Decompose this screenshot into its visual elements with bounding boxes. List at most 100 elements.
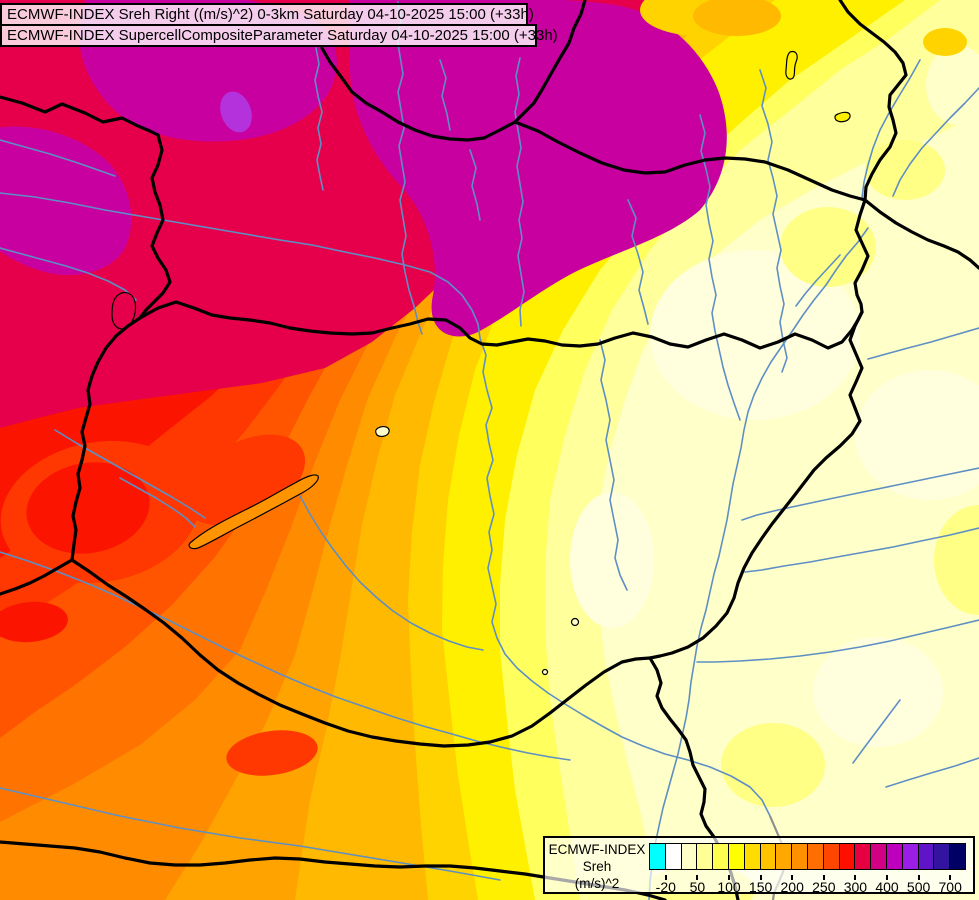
legend-tick [886, 875, 888, 880]
spot-gold-corner [923, 28, 967, 56]
border-ukraine-north [838, 0, 908, 202]
border-czech-austria [0, 95, 160, 137]
legend-swatch [901, 843, 919, 870]
blob-magenta [349, 0, 727, 337]
lake-tiny-2 [541, 668, 549, 676]
legend-tick [949, 875, 952, 880]
legend-tick-label: 300 [843, 879, 868, 895]
river-ipoly [627, 199, 649, 325]
legend-tick-label: 200 [780, 879, 804, 895]
blob-red-small [0, 601, 68, 643]
map-title-line2-text: ECMWF-INDEX SupercellCompositeParameter … [7, 27, 558, 44]
river-danube-upper [0, 192, 481, 339]
map-title-line1: ECMWF-INDEX Sreh Right ((m/s)^2) 0-3km S… [0, 3, 534, 26]
river-ne-trib-1 [861, 59, 921, 199]
map-title-line1-text: ECMWF-INDEX Sreh Right ((m/s)^2) 0-3km S… [7, 6, 534, 23]
legend-tick [791, 875, 794, 880]
river-se-1 [852, 699, 901, 764]
river-drava [0, 551, 571, 761]
lake-balaton [188, 474, 319, 550]
legend-tick-label: 50 [689, 879, 706, 895]
legend-tick-label: 150 [748, 879, 773, 895]
river-vah [396, 1, 423, 335]
patch-cream-corner [926, 45, 979, 125]
river-morava [314, 47, 324, 191]
legend-tick [759, 875, 762, 880]
river-tisza [648, 227, 869, 900]
legend-swatch [917, 843, 935, 870]
river-sio [299, 495, 484, 651]
lakes [111, 50, 851, 676]
patch-whiter [650, 250, 860, 420]
border-slovakia-ukraine [513, 120, 867, 202]
legend-tick-label: 500 [906, 879, 931, 895]
border-austria-slovakia [138, 133, 172, 320]
legend-tick-label: -20 [655, 879, 676, 895]
lake-velence [375, 426, 390, 438]
legend-product: ECMWF-INDEX [548, 842, 646, 857]
legend-swatch [822, 843, 840, 870]
legend-tick [696, 875, 699, 880]
legend-tick [917, 875, 920, 880]
patch-whiter [570, 492, 654, 628]
legend-swatch [807, 843, 824, 870]
legend-swatch [759, 843, 777, 870]
river-austria-1 [0, 139, 116, 177]
patch-mottle [934, 505, 979, 615]
patch-mottle [780, 207, 876, 287]
river-zala [119, 477, 196, 528]
lake-ne-2 [834, 111, 851, 123]
legend-parameter: Sreh [582, 859, 612, 875]
blob-orange-red-patch [226, 730, 318, 776]
border-hungary-north [138, 300, 864, 350]
legend-swatch [870, 843, 887, 870]
patch-whiter [813, 637, 943, 747]
legend-swatch [775, 843, 793, 870]
river-zagyva [599, 339, 628, 591]
border-slovakia-poland [513, 0, 587, 124]
border-slovenia-croatia [0, 558, 74, 596]
river-koros-1 [741, 467, 979, 521]
legend-swatch [649, 843, 666, 870]
legend-tick-label: 700 [938, 879, 962, 895]
border-czech-slovakia [320, 46, 517, 142]
legend-title: ECMWF-INDEX Sreh (m/s)^2 [547, 841, 647, 892]
legend-swatch [743, 843, 761, 870]
border-romania-ukraine [863, 198, 979, 270]
legend-swatch [680, 843, 698, 870]
legend-tick-label: 400 [875, 879, 899, 895]
lake-ne-1 [785, 50, 798, 80]
legend-swatch [838, 843, 856, 870]
legend-swatch [949, 843, 966, 870]
border-austria-hungary [70, 316, 142, 562]
legend-swatch [933, 843, 951, 870]
river-hernad [759, 69, 788, 373]
legend-tick [854, 875, 857, 880]
legend-swatch [712, 843, 729, 870]
legend-swatch [791, 843, 808, 870]
border-hungary-ukraine [853, 198, 870, 314]
river-szamos [867, 327, 979, 360]
blob-purple [220, 91, 252, 133]
map-title-line2: ECMWF-INDEX SupercellCompositeParameter … [0, 24, 558, 47]
legend-swatch [886, 843, 903, 870]
blob-magenta [0, 126, 132, 275]
legend-tick [728, 875, 730, 880]
river-koros-2 [744, 527, 979, 573]
river-nw-2 [469, 149, 481, 221]
legend-swatch [664, 843, 682, 870]
border-hungary-romania [648, 310, 864, 660]
river-leitha [0, 247, 137, 301]
legend-swatch [696, 843, 714, 870]
legend-units: (m/s)^2 [574, 876, 620, 892]
legend-tick-label: 250 [812, 879, 836, 895]
river-se-2 [885, 757, 979, 788]
river-hron [514, 57, 525, 327]
legend-tick [822, 875, 825, 880]
patch-whiter [855, 370, 979, 500]
spot-amber-topright [693, 0, 781, 36]
lake-tiny-1 [570, 617, 580, 627]
river-bodrog [795, 254, 841, 307]
